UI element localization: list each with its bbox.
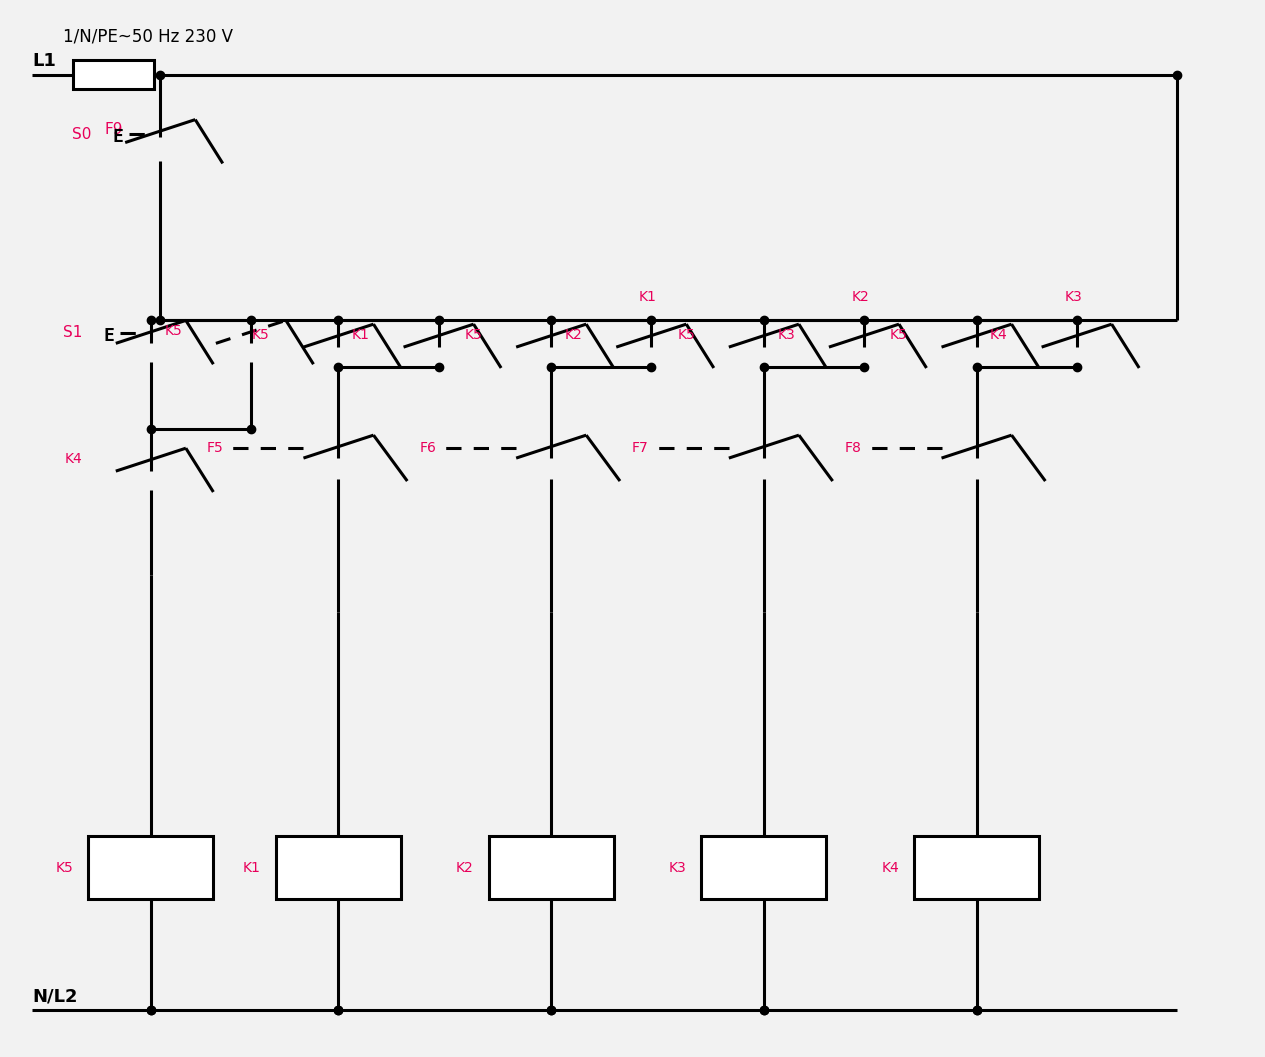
Text: K2: K2 bbox=[851, 291, 869, 304]
Bar bbox=[701, 836, 826, 898]
Text: E: E bbox=[104, 327, 114, 345]
Text: E: E bbox=[113, 128, 124, 146]
Text: F9: F9 bbox=[104, 122, 123, 136]
Text: K5: K5 bbox=[56, 860, 73, 874]
Text: K4: K4 bbox=[990, 328, 1008, 341]
Text: K2: K2 bbox=[564, 328, 582, 341]
Bar bbox=[488, 836, 614, 898]
Text: K5: K5 bbox=[677, 328, 694, 341]
Text: K1: K1 bbox=[243, 860, 261, 874]
Text: K4: K4 bbox=[65, 451, 82, 466]
Text: 1/N/PE~50 Hz 230 V: 1/N/PE~50 Hz 230 V bbox=[63, 27, 233, 45]
Bar bbox=[72, 60, 154, 90]
Bar bbox=[915, 836, 1039, 898]
Text: K1: K1 bbox=[352, 328, 369, 341]
Text: K5: K5 bbox=[891, 328, 908, 341]
Text: K4: K4 bbox=[882, 860, 899, 874]
Text: K5: K5 bbox=[164, 323, 182, 338]
Text: L1: L1 bbox=[32, 52, 56, 70]
Text: K2: K2 bbox=[455, 860, 473, 874]
Text: K5: K5 bbox=[252, 328, 269, 341]
Text: S0: S0 bbox=[72, 127, 91, 142]
Text: N/L2: N/L2 bbox=[32, 987, 77, 1005]
Text: K3: K3 bbox=[1064, 291, 1082, 304]
Text: F6: F6 bbox=[419, 441, 436, 455]
Text: K5: K5 bbox=[464, 328, 482, 341]
Bar bbox=[276, 836, 401, 898]
Text: F7: F7 bbox=[632, 441, 649, 455]
Text: K3: K3 bbox=[778, 328, 796, 341]
Text: S1: S1 bbox=[63, 326, 82, 340]
Text: K1: K1 bbox=[639, 291, 657, 304]
Text: F5: F5 bbox=[206, 441, 224, 455]
Text: K3: K3 bbox=[668, 860, 687, 874]
Bar bbox=[89, 836, 214, 898]
Text: F8: F8 bbox=[845, 441, 861, 455]
